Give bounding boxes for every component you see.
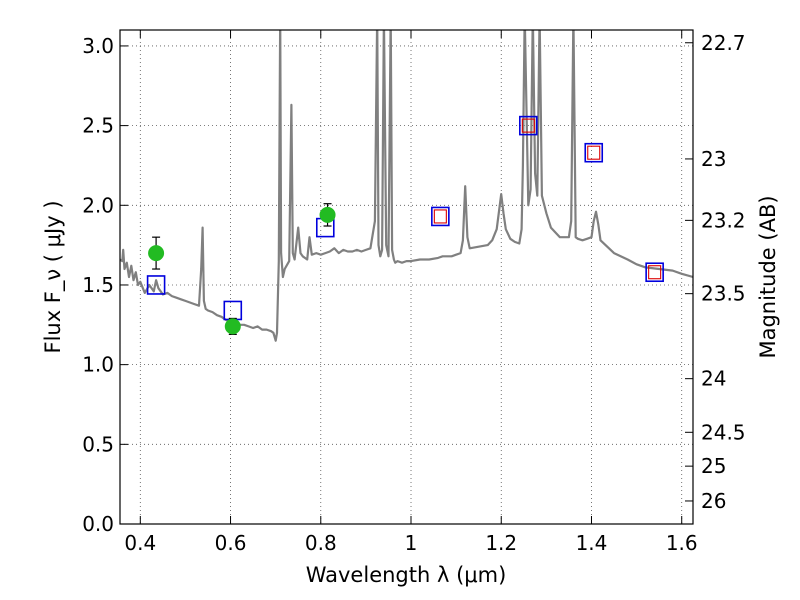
- mag-tick-label: 23.2: [701, 208, 746, 232]
- mag-tick-label: 26: [701, 489, 726, 513]
- model-box: [431, 206, 450, 227]
- mag-tick-label: 23: [701, 147, 726, 171]
- mag-tick-label: 23.5: [701, 282, 746, 306]
- model-box: [146, 275, 166, 295]
- y-tick-label: 1.0: [82, 353, 114, 377]
- x-tick-label: 0.6: [215, 531, 247, 555]
- model-box-inner: [587, 145, 601, 160]
- y-tick-label: 2.0: [82, 193, 114, 217]
- mag-tick-label: 25: [701, 454, 726, 478]
- y2-axis-label: Magnitude (AB): [756, 195, 780, 358]
- y-tick-label: 1.5: [82, 273, 114, 297]
- x-tick-label: 0.8: [305, 531, 337, 555]
- points-layer: [146, 115, 664, 335]
- x-tick-label: 1.6: [666, 531, 698, 555]
- axis-ticks: 0.4 0.6 0.8 1 1.2 1.4 1.6 0.0 0.5 1.0 1.5 2.0 2.5 3.0…: [82, 30, 746, 555]
- mag-tick-label: 24: [701, 367, 726, 391]
- mag-tick-label: 24.5: [701, 420, 746, 444]
- y-tick-label: 0.0: [82, 512, 114, 536]
- observed-point: [148, 245, 165, 262]
- mag-tick-label: 22.7: [701, 31, 746, 55]
- x-axis-label: Wavelength λ (μm): [306, 563, 507, 587]
- model-box: [584, 142, 604, 163]
- y-axis-label: Flux F_ν ( μJy ): [41, 200, 66, 353]
- model-box: [519, 115, 538, 136]
- x-tick-label: 1.4: [576, 531, 608, 555]
- observed-point: [319, 206, 336, 223]
- y-tick-label: 0.5: [82, 432, 114, 456]
- spectrum-layer: [120, 30, 693, 342]
- x-tick-label: 1.2: [485, 531, 517, 555]
- spectrum-line: [120, 30, 693, 342]
- observed-point: [224, 318, 241, 335]
- model-box-inner: [648, 265, 662, 280]
- model-box: [645, 262, 664, 283]
- x-tick-label: 1: [405, 531, 418, 555]
- model-box-inner: [433, 209, 447, 224]
- y-tick-label: 2.5: [82, 114, 114, 138]
- model-box-inner: [521, 118, 535, 133]
- plot-frame: [119, 29, 694, 525]
- plot-area: [120, 30, 693, 524]
- y-tick-label: 3.0: [82, 34, 114, 58]
- x-tick-label: 0.4: [124, 531, 156, 555]
